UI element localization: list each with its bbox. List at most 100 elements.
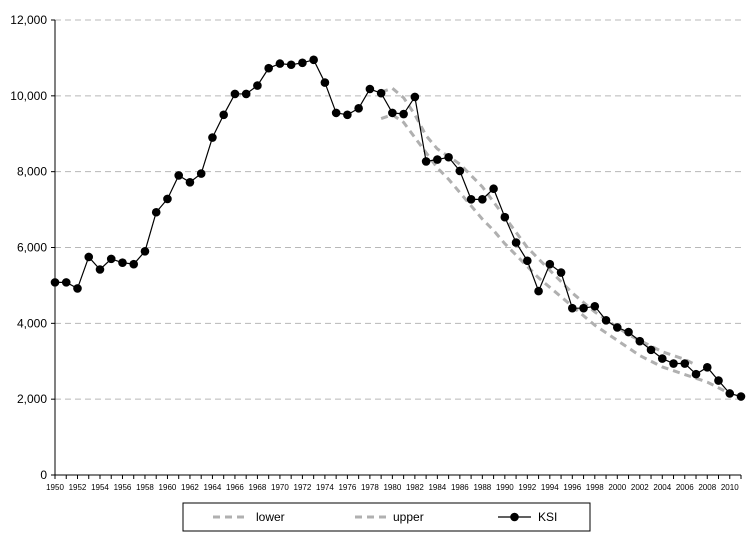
data-point-KSI xyxy=(545,259,555,269)
x-tick-label: 1978 xyxy=(361,483,379,492)
data-point-KSI xyxy=(410,92,420,102)
data-point-KSI xyxy=(388,108,397,118)
x-tick-label: 1968 xyxy=(249,483,267,492)
data-point-KSI xyxy=(511,238,521,247)
series-line-lower xyxy=(380,113,731,395)
x-tick-label: 1982 xyxy=(406,483,424,492)
data-point-KSI xyxy=(702,363,712,372)
data-point-KSI xyxy=(208,133,217,142)
data-point-KSI xyxy=(219,110,228,120)
data-point-KSI xyxy=(61,278,71,287)
series-line-KSI xyxy=(55,59,742,398)
x-tick-label: 1986 xyxy=(451,483,469,492)
y-tick-label: 12,000 xyxy=(10,13,47,27)
x-tick-label: 2000 xyxy=(608,483,626,492)
data-point-KSI xyxy=(376,88,386,98)
data-point-KSI xyxy=(714,376,723,385)
data-point-KSI xyxy=(163,194,172,204)
data-point-KSI xyxy=(669,359,678,368)
x-tick-label: 2008 xyxy=(698,483,716,492)
x-tick-label: 1990 xyxy=(496,483,514,492)
data-point-KSI xyxy=(691,369,701,379)
axes: 0 2,000 4,000 6,000 8,000 10,000 12,000 1950 195… xyxy=(10,13,742,492)
x-tick-label: 2004 xyxy=(653,483,671,492)
data-point-KSI xyxy=(500,212,510,222)
x-tick-label: 1976 xyxy=(338,483,356,492)
data-point-KSI xyxy=(185,177,195,187)
x-tick-label: 2002 xyxy=(631,483,649,492)
data-point-KSI xyxy=(612,323,622,332)
y-tick-label: 10,000 xyxy=(10,89,47,103)
data-point-KSI xyxy=(196,169,206,178)
x-tick-label: 1962 xyxy=(181,483,199,492)
data-point-KSI xyxy=(736,392,746,401)
data-point-KSI xyxy=(444,152,453,162)
y-tick-label: 0 xyxy=(40,468,47,482)
data-point-KSI xyxy=(624,327,633,337)
data-point-KSI xyxy=(140,246,150,256)
legend-label-lower: lower xyxy=(256,510,285,524)
data-point-KSI xyxy=(73,284,82,293)
data-point-KSI xyxy=(331,108,341,118)
data-point-KSI xyxy=(590,301,600,311)
x-tick-label: 1998 xyxy=(586,483,604,492)
data-point-KSI xyxy=(264,63,273,73)
y-tick-label: 2,000 xyxy=(17,392,47,406)
gridlines xyxy=(55,19,741,400)
data-point-KSI xyxy=(534,286,543,296)
legend-label-KSI: KSI xyxy=(538,510,557,524)
data-point-KSI xyxy=(489,184,498,194)
data-point-KSI xyxy=(455,166,465,176)
data-point-KSI xyxy=(433,155,442,164)
data-point-KSI xyxy=(50,278,60,287)
data-point-KSI xyxy=(399,109,408,119)
data-point-KSI xyxy=(579,303,588,313)
data-point-KSI xyxy=(657,354,667,363)
data-point-KSI xyxy=(151,207,161,217)
x-tick-label: 1972 xyxy=(294,483,312,492)
data-point-KSI xyxy=(95,265,105,274)
y-tick-label: 4,000 xyxy=(17,316,47,330)
data-point-KSI xyxy=(275,59,285,68)
data-point-KSI xyxy=(118,258,127,267)
x-tick-label: 1960 xyxy=(159,483,177,492)
legend: lower upper KSI xyxy=(182,502,591,532)
x-tick-label: 1964 xyxy=(204,483,222,492)
data-point-KSI xyxy=(343,110,352,120)
x-tick-label: 1954 xyxy=(91,483,109,492)
legend-marker-KSI xyxy=(510,512,519,522)
data-point-KSI xyxy=(523,256,532,266)
x-tick-label: 1992 xyxy=(518,483,536,492)
x-tick-label: 1966 xyxy=(226,483,244,492)
data-point-KSI xyxy=(129,259,139,269)
legend-label-upper: upper xyxy=(393,510,424,524)
data-point-KSI xyxy=(241,89,251,99)
x-tick-label: 1950 xyxy=(46,483,64,492)
data-point-KSI xyxy=(646,345,656,355)
x-tick-label: 1974 xyxy=(316,483,334,492)
y-tick-label: 8,000 xyxy=(17,165,47,179)
x-tick-label: 1958 xyxy=(136,483,154,492)
x-tick-label: 1970 xyxy=(271,483,289,492)
x-tick-label: 1956 xyxy=(114,483,132,492)
x-tick-label: 1988 xyxy=(473,483,491,492)
series-layer xyxy=(50,55,746,401)
data-point-KSI xyxy=(298,58,307,68)
data-point-KSI xyxy=(365,84,375,94)
data-point-KSI xyxy=(286,60,296,70)
x-tick-label: 1984 xyxy=(428,483,446,492)
data-point-KSI xyxy=(635,336,645,346)
data-point-KSI xyxy=(478,195,487,204)
data-point-KSI xyxy=(106,254,116,264)
data-point-KSI xyxy=(230,89,240,99)
data-point-KSI xyxy=(601,316,611,325)
x-tick-label: 1996 xyxy=(563,483,581,492)
x-tick-label: 1952 xyxy=(69,483,87,492)
x-tick-label: 1980 xyxy=(383,483,401,492)
data-point-KSI xyxy=(253,81,262,90)
data-point-KSI xyxy=(725,389,735,398)
data-point-KSI xyxy=(174,171,184,180)
data-point-KSI xyxy=(466,195,476,204)
